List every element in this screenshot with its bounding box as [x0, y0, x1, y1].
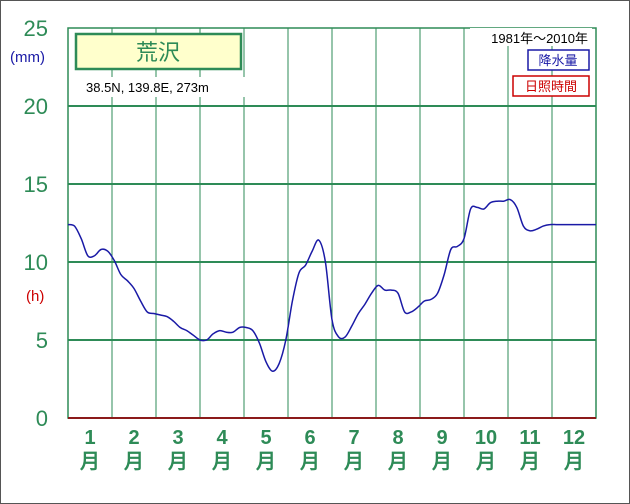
- x-tick-month-number: 6: [304, 427, 315, 449]
- y-tick-label: 0: [36, 406, 48, 431]
- station-box-bg: [74, 32, 243, 71]
- x-tick-month-unit: 月: [255, 451, 276, 473]
- x-tick-month-number: 3: [172, 427, 183, 449]
- legend-precip: 降水量: [527, 49, 590, 71]
- x-tick-month-unit: 月: [123, 451, 144, 473]
- x-tick-month-unit: 月: [563, 451, 584, 473]
- x-tick-month-unit: 月: [299, 451, 320, 473]
- legend-sunshine-label: 日照時間: [525, 80, 577, 95]
- legend-precip-box: [527, 49, 590, 71]
- period-bg: [470, 28, 592, 46]
- x-tick-month-number: 1: [84, 427, 95, 449]
- plot-series: [67, 198, 596, 372]
- station-name: 荒沢: [136, 41, 180, 66]
- location-bg: [78, 77, 246, 97]
- legend-sunshine-box: [512, 75, 590, 97]
- y-tick-label: 15: [24, 172, 48, 197]
- unit-mm-label: (mm): [10, 49, 45, 66]
- x-tick-month-unit: 月: [519, 451, 540, 473]
- x-tick-month-unit: 月: [211, 451, 232, 473]
- unit-h-label: (h): [26, 288, 44, 305]
- y-tick-label: 25: [24, 16, 48, 41]
- x-tick-month-unit: 月: [475, 451, 496, 473]
- x-tick-month-number: 9: [436, 427, 447, 449]
- location-text: 38.5N, 139.8E, 273m: [86, 80, 209, 95]
- period-text: 1981年〜2010年: [491, 31, 588, 46]
- y-tick-labels: 0 5 10 15 20 25: [24, 16, 48, 431]
- x-tick-month-number: 7: [348, 427, 359, 449]
- y-tick-label: 20: [24, 94, 48, 119]
- x-tick-month-number: 12: [563, 427, 585, 449]
- x-tick-month-unit: 月: [167, 451, 188, 473]
- x-tick-month-unit: 月: [387, 451, 408, 473]
- station-box: 荒沢: [74, 32, 243, 71]
- x-tick-month-number: 5: [260, 427, 271, 449]
- sunshine-series-line: [67, 198, 596, 372]
- x-tick-month-unit: 月: [431, 451, 452, 473]
- x-tick-month-number: 2: [128, 427, 139, 449]
- x-tick-month-unit: 月: [79, 451, 100, 473]
- x-tick-month-number: 4: [216, 427, 228, 449]
- y-tick-label: 10: [24, 250, 48, 275]
- y-tick-label: 5: [36, 328, 48, 353]
- x-tick-month-number: 10: [475, 427, 497, 449]
- x-tick-month-number: 8: [392, 427, 403, 449]
- x-tick-month-number: 11: [519, 427, 540, 449]
- legend-precip-label: 降水量: [538, 54, 577, 69]
- legend-sunshine: 日照時間: [512, 75, 590, 97]
- x-tick-month-unit: 月: [343, 451, 364, 473]
